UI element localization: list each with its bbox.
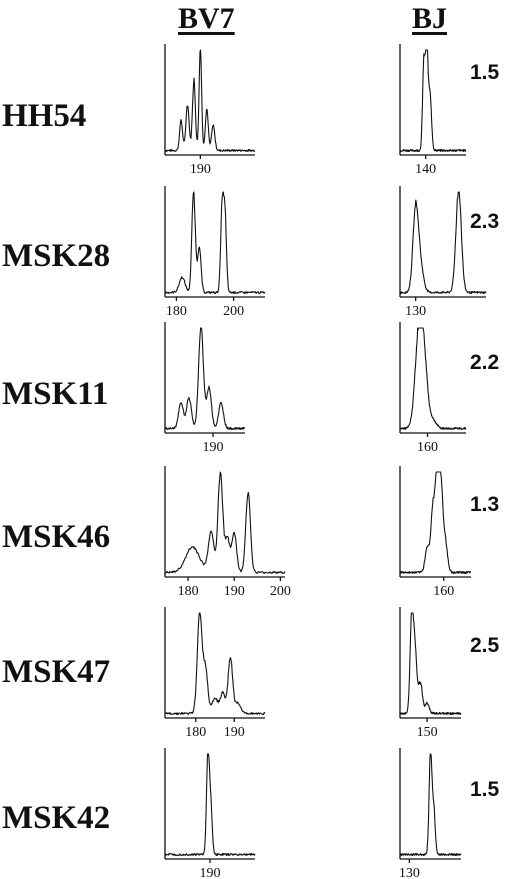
panel-hh54-bj: 140 xyxy=(399,44,467,177)
panel-msk11-bj: 160 xyxy=(399,322,467,455)
trace-msk46-bv7 xyxy=(164,471,286,574)
sample-label-msk11: MSK11 xyxy=(2,376,109,412)
x-tick-label: 160 xyxy=(417,440,438,455)
x-tick-label: 190 xyxy=(203,440,224,455)
sample-label-hh54: HH54 xyxy=(2,98,87,134)
trace-msk28-bj xyxy=(399,191,487,294)
panel-msk28-bj: 130 xyxy=(399,186,487,319)
trace-hh54-bj xyxy=(399,49,467,153)
ratio-label-msk42: 1.5 xyxy=(470,778,500,801)
x-tick-label: 130 xyxy=(399,866,420,879)
x-tick-label: 150 xyxy=(417,725,438,740)
trace-msk47-bv7 xyxy=(165,612,266,716)
ratio-label-msk11: 2.2 xyxy=(470,351,500,374)
trace-msk42-bv7 xyxy=(164,753,256,857)
panel-msk28-bv7: 180 200 xyxy=(164,186,266,319)
panel-msk42-bv7: 190 xyxy=(164,748,256,879)
x-tick-label: 160 xyxy=(433,584,454,599)
column-header-bv7: BV7 xyxy=(178,2,235,35)
trace-msk42-bj xyxy=(399,753,462,857)
panel-msk46-bj: 160 xyxy=(399,466,472,599)
trace-hh54-bv7 xyxy=(164,49,256,153)
ratio-label-msk47: 2.5 xyxy=(470,634,500,657)
panel-msk46-bv7: 180 190 200 xyxy=(164,466,291,599)
trace-msk46-bj xyxy=(399,471,472,575)
ratio-label-msk46: 1.3 xyxy=(470,493,500,516)
x-tick-label: 140 xyxy=(415,162,436,177)
x-tick-label: 180 xyxy=(178,584,199,599)
sample-label-msk42: MSK42 xyxy=(2,800,111,836)
sample-label-msk47: MSK47 xyxy=(2,654,111,690)
x-tick-label: 200 xyxy=(223,304,244,319)
panel-msk47-bj: 150 xyxy=(399,607,462,740)
x-tick-label: 190 xyxy=(200,866,221,879)
panel-msk42-bj: 130 xyxy=(399,748,462,879)
panel-hh54-bv7: 190 xyxy=(164,44,256,177)
x-tick-label: 190 xyxy=(224,584,245,599)
column-header-bj: BJ xyxy=(412,2,448,35)
ratio-label-hh54: 1.5 xyxy=(470,61,500,84)
panel-msk47-bv7: 180 190 xyxy=(164,607,266,740)
x-tick-label: 190 xyxy=(224,725,245,740)
x-tick-label: 180 xyxy=(185,725,206,740)
sample-label-msk46: MSK46 xyxy=(2,519,111,555)
x-tick-label: 180 xyxy=(166,304,187,319)
trace-msk47-bj xyxy=(399,612,462,716)
x-tick-label: 190 xyxy=(190,162,211,177)
x-tick-label: 200 xyxy=(270,584,291,599)
trace-msk28-bv7 xyxy=(164,191,266,295)
ratio-label-msk28: 2.3 xyxy=(470,210,500,233)
sample-label-msk28: MSK28 xyxy=(2,238,111,274)
trace-msk11-bv7 xyxy=(164,327,246,431)
x-tick-label: 130 xyxy=(405,304,426,319)
trace-msk11-bj xyxy=(399,327,467,431)
panel-msk11-bv7: 190 xyxy=(164,322,246,455)
